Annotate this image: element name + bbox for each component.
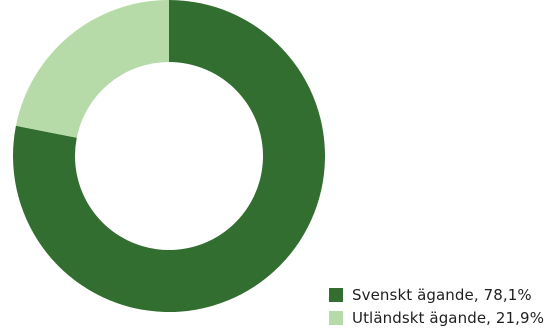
legend-label-svenskt: Svenskt ägande, 78,1% — [352, 285, 532, 304]
legend-swatch-svenskt — [329, 287, 343, 302]
legend-label-utlandskt: Utländskt ägande, 21,9% — [352, 308, 545, 327]
chart-legend: Svenskt ägande, 78,1% Utländskt ägande, … — [329, 284, 544, 330]
legend-item-utlandskt: Utländskt ägande, 21,9% — [329, 307, 544, 328]
donut-slice-0 — [13, 0, 325, 312]
donut-slice-1 — [15, 0, 170, 138]
legend-item-svenskt: Svenskt ägande, 78,1% — [329, 284, 544, 305]
legend-swatch-utlandskt — [329, 310, 343, 325]
